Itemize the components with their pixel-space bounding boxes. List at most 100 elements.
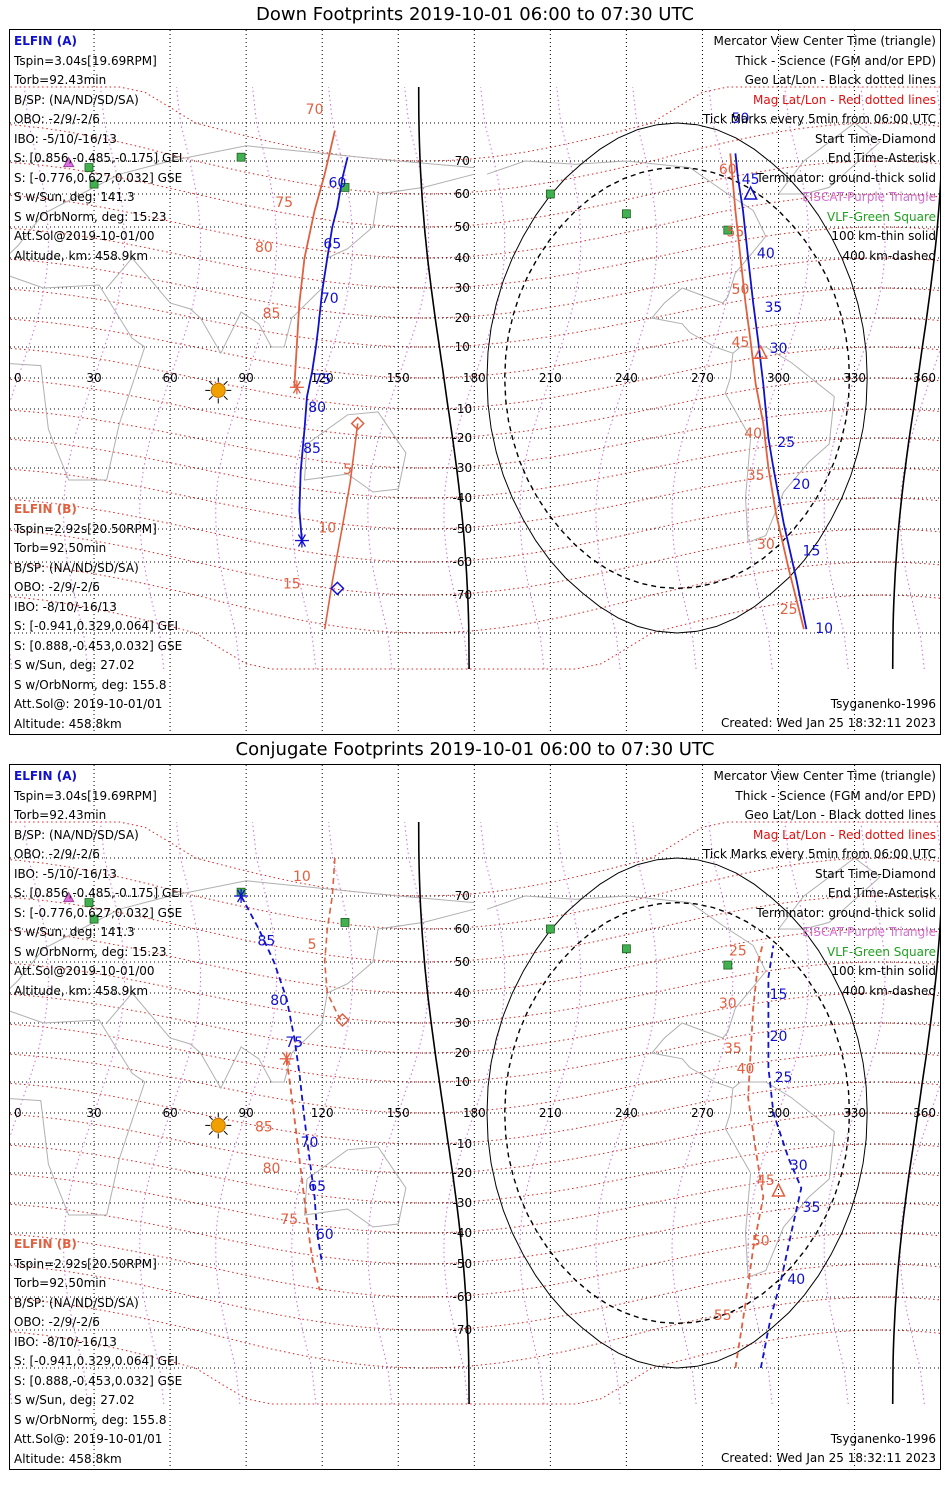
- coastline: [778, 122, 881, 195]
- tick-minute-label: 25: [777, 435, 795, 451]
- info-line: Att.Sol@: 2019-10-01/01: [14, 697, 163, 711]
- legend-entry: End Time-Asterisk: [827, 886, 936, 900]
- lat-tick-label: -40: [452, 1226, 472, 1240]
- tick-minute-label: 50: [752, 1233, 770, 1249]
- tick-minute-label: 75: [275, 195, 293, 211]
- tick-minute-label: 45: [742, 172, 760, 188]
- info-line: OBO: -2/9/-2/6: [14, 112, 100, 126]
- lon-tick-label: 30: [86, 1106, 101, 1120]
- vlf-green-square: [84, 898, 94, 908]
- lat-tick-label: -60: [452, 555, 472, 569]
- panel-title-down: Down Footprints 2019-10-01 06:00 to 07:3…: [256, 4, 694, 25]
- legend-entry: Start Time-Diamond: [814, 866, 936, 881]
- mag-lat-line: [10, 928, 940, 994]
- tick-minute-label: 65: [308, 1179, 326, 1195]
- elfin-a-header: ELFIN (A): [14, 34, 77, 48]
- elfin-a-track: 85 80 75 70 65 60: [234, 889, 334, 1265]
- info-line: Tspin=3.04s[19.69RPM]: [14, 788, 157, 803]
- tick-minute-label: 15: [803, 543, 821, 559]
- legend-entry: 100 km-thin solid: [831, 229, 936, 243]
- info-line: S: [0.856,-0.485,-0.175] GEI: [14, 886, 183, 900]
- mag-lat-line: [10, 992, 940, 1054]
- terminator-400km: [503, 166, 851, 590]
- tick-minute-label: 40: [737, 1061, 755, 1077]
- terminator: [417, 821, 940, 1405]
- mag-lat-line: [10, 895, 940, 963]
- vlf-green-square: [622, 944, 631, 954]
- model-label: Tsyganenko-1996: [830, 697, 936, 711]
- model-label: Tsyganenko-1996: [830, 1432, 936, 1446]
- lon-tick-label: 300: [767, 1106, 790, 1120]
- lon-tick-label: 0: [14, 371, 22, 385]
- info-line: IBO: -5/10/-16/13: [14, 866, 117, 881]
- lon-tick-label: 270: [691, 371, 714, 385]
- elfin-b-track-2: 85 80 75 70: [255, 102, 336, 395]
- elfin-b-header: ELFIN (B): [14, 502, 77, 516]
- info-line: B/SP: (NA/ND/SD/SA): [14, 560, 139, 575]
- vlf-green-square: [84, 163, 94, 173]
- tick-minute-label: 15: [770, 987, 788, 1003]
- tick-minute-label: 40: [744, 426, 762, 442]
- info-line: Att.Sol@2019-10-01/00: [14, 229, 155, 243]
- vlf-green-square: [545, 189, 555, 199]
- lat-tick-label: 40: [455, 986, 470, 1000]
- info-line: Torb=92.50min: [14, 1276, 107, 1290]
- mag-lat-line: [10, 1232, 940, 1298]
- lat-tick-label: 30: [455, 281, 470, 295]
- mag-lat-line: [10, 377, 940, 439]
- legend: Mercator View Center Time (triangle) Thic…: [703, 32, 936, 266]
- lon-tick-label: 210: [539, 371, 562, 385]
- center-time-triangle: [771, 1182, 786, 1197]
- lat-tick-label: -50: [452, 1257, 472, 1271]
- lat-tick-label: 70: [455, 889, 470, 903]
- vlf-green-square: [89, 179, 99, 189]
- legend-entry: VLF-Green Square: [827, 209, 936, 224]
- created-label: Created: Wed Jan 25 18:32:11 2023: [721, 1451, 936, 1465]
- mag-lat-line: [10, 1081, 940, 1145]
- elfin-b-track: 10 5: [293, 857, 350, 1028]
- map-panel-conjugate: 0 30 60 90 120 150 180 210 240 270 300 330 360 70 60 50…: [9, 764, 941, 1470]
- footprint-line: [323, 857, 344, 1024]
- tick-minute-label: 80: [308, 400, 326, 416]
- elfin-b-header: ELFIN (B): [14, 1237, 77, 1251]
- info-line: S w/OrbNorm, deg: 15.23: [14, 209, 167, 224]
- info-line: S: [0.888,-0.453,0.032] GSE: [14, 1373, 183, 1388]
- lat-tick-label: -20: [452, 431, 472, 445]
- tick-minute-label: 55: [726, 224, 744, 240]
- tick-minute-label: 70: [321, 291, 339, 307]
- info-line: IBO: -8/10/-16/13: [14, 1334, 117, 1349]
- info-line: B/SP: (NA/ND/SD/SA): [14, 1295, 139, 1310]
- legend-entry: EISCAT-Purple Triangle: [802, 925, 936, 939]
- lon-tick-label: 330: [843, 1106, 866, 1120]
- info-line: S w/Sun, deg: 141.3: [14, 925, 135, 939]
- coastline: [724, 346, 835, 543]
- mag-lat-line: [10, 346, 940, 410]
- lon-tick-label: 0: [14, 1106, 22, 1120]
- info-line: Tspin=3.04s[19.69RPM]: [14, 53, 157, 68]
- tick-minute-label: 40: [787, 1272, 805, 1288]
- mag-lat-line: [10, 317, 940, 379]
- mag-grid: [10, 86, 940, 670]
- lon-tick-label: 300: [767, 371, 790, 385]
- footprint-line: [285, 1058, 321, 1291]
- lat-tick-label: 60: [455, 922, 470, 936]
- info-line: B/SP: (NA/ND/SD/SA): [14, 827, 139, 842]
- vlf-green-square: [723, 960, 733, 970]
- tick-minute-label: 10: [318, 520, 336, 536]
- info-line: S: [-0.776,0.627,0.032] GSE: [14, 170, 183, 185]
- coastline: [106, 173, 475, 355]
- legend-entry: Tick Marks every 5min from 06:00 UTC: [702, 847, 936, 861]
- created-label: Created: Wed Jan 25 18:32:11 2023: [721, 716, 936, 730]
- lon-tick-label: 360: [913, 371, 936, 385]
- tick-minute-label: 10: [293, 869, 311, 885]
- info-line: S: [-0.776,0.627,0.032] GSE: [14, 905, 183, 920]
- tick-minute-label: 50: [732, 111, 750, 127]
- lon-tick-label: 90: [239, 371, 254, 385]
- info-line: Torb=92.50min: [14, 541, 107, 555]
- tick-minute-label: 35: [803, 1200, 821, 1216]
- lat-tick-label: -10: [452, 402, 472, 416]
- lat-tick-label: 10: [455, 1075, 470, 1089]
- tick-minute-label: 30: [790, 1158, 808, 1174]
- lon-tick-label: 240: [615, 1106, 638, 1120]
- tick-minute-label: 25: [780, 602, 798, 618]
